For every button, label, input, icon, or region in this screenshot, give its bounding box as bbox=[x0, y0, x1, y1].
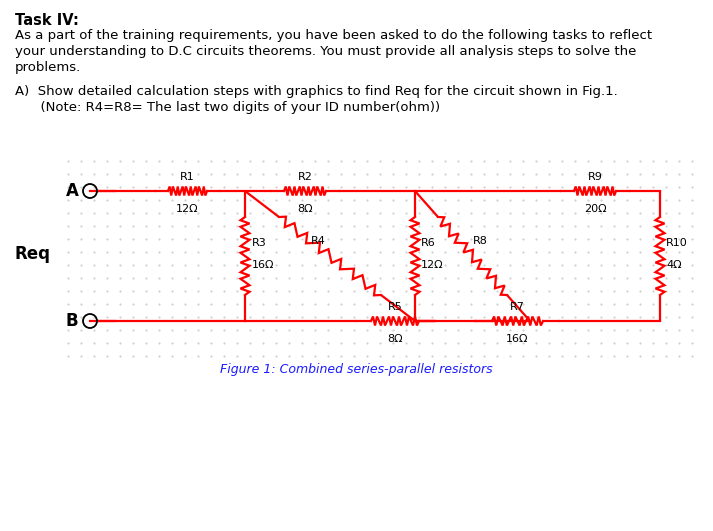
Text: A: A bbox=[66, 182, 78, 200]
Text: 12Ω: 12Ω bbox=[421, 260, 443, 270]
Text: Task IV:: Task IV: bbox=[15, 13, 79, 28]
Text: problems.: problems. bbox=[15, 61, 81, 74]
Text: R2: R2 bbox=[297, 172, 312, 182]
Text: 16Ω: 16Ω bbox=[252, 260, 275, 270]
Text: R9: R9 bbox=[588, 172, 602, 182]
Text: R10: R10 bbox=[666, 238, 688, 248]
Text: your understanding to D.C circuits theorems. You must provide all analysis steps: your understanding to D.C circuits theor… bbox=[15, 45, 637, 58]
Text: 8Ω: 8Ω bbox=[387, 334, 403, 344]
Text: Figure 1: Combined series-parallel resistors: Figure 1: Combined series-parallel resis… bbox=[220, 363, 493, 376]
Text: R7: R7 bbox=[510, 302, 525, 312]
Text: R6: R6 bbox=[421, 238, 436, 248]
Text: (Note: R4=R8= The last two digits of your ID number(ohm)): (Note: R4=R8= The last two digits of you… bbox=[15, 101, 440, 114]
Text: A)  Show detailed calculation steps with graphics to find Req for the circuit sh: A) Show detailed calculation steps with … bbox=[15, 85, 617, 98]
Text: R3: R3 bbox=[252, 238, 267, 248]
Text: Req: Req bbox=[15, 245, 51, 263]
Text: B: B bbox=[66, 312, 78, 330]
Text: 8Ω: 8Ω bbox=[297, 204, 313, 214]
Text: 16Ω: 16Ω bbox=[506, 334, 529, 344]
Text: 4Ω: 4Ω bbox=[666, 260, 682, 270]
Text: R1: R1 bbox=[180, 172, 195, 182]
Text: R4: R4 bbox=[311, 236, 325, 246]
Text: 20Ω: 20Ω bbox=[584, 204, 606, 214]
Text: 12Ω: 12Ω bbox=[176, 204, 199, 214]
Text: R8: R8 bbox=[473, 236, 488, 246]
Text: As a part of the training requirements, you have been asked to do the following : As a part of the training requirements, … bbox=[15, 29, 652, 42]
Text: R5: R5 bbox=[388, 302, 402, 312]
